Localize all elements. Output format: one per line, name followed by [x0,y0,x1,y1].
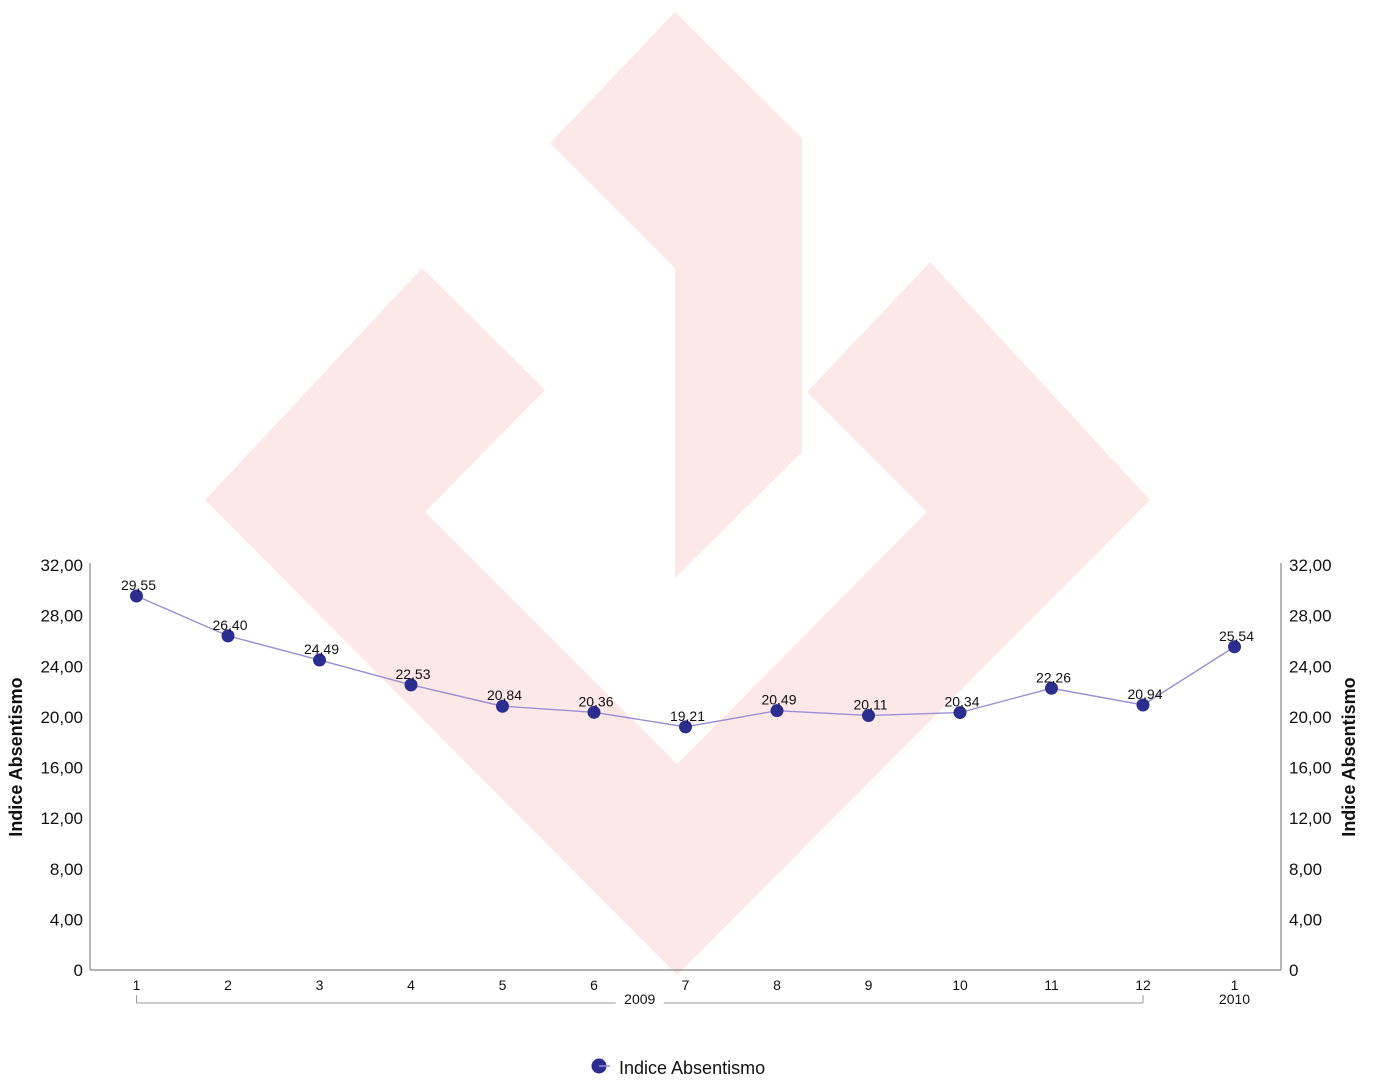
data-label: 20,11 [854,696,888,712]
data-label: 20,84 [487,687,522,703]
data-point [953,706,967,720]
x-tick-label: 8 [773,977,781,993]
x-tick-label: 12 [1135,977,1151,993]
left-y-tick-label: 28,00 [40,607,83,626]
data-label: 20,94 [1127,686,1162,702]
x-tick-label: 6 [590,977,598,993]
left-y-tick-label: 4,00 [50,910,83,929]
right-y-tick-label: 0 [1289,961,1298,980]
x-tick-label: 1 [1231,977,1239,993]
x-tick-label: 1 [133,977,141,993]
data-point [587,705,601,719]
left-y-tick-label: 0 [74,961,83,980]
left-y-tick-label: 24,00 [40,657,83,676]
x-tick-label: 9 [865,977,873,993]
x-tick-label: 4 [407,977,415,993]
x-tick-label: 11 [1044,977,1059,993]
left-y-tick-label: 16,00 [40,759,83,778]
data-point [770,704,784,718]
x-group-label: 2009 [624,991,655,1007]
right-y-tick-label: 16,00 [1289,759,1332,778]
right-y-axis-title: Indice Absentismo [1339,677,1359,836]
right-y-tick-label: 32,00 [1289,556,1332,575]
right-y-tick-labels: 0 4,00 8,00 12,00 16,00 20,00 24,00 28,00 32,00 [1289,556,1332,980]
left-y-tick-label: 12,00 [40,809,83,828]
data-point [1045,681,1058,695]
axes [89,563,1282,971]
left-y-tick-label: 20,00 [40,708,83,727]
data-label: 20,34 [944,694,979,710]
x-tick-label: 10 [952,977,968,993]
x-tick-label: 2 [224,977,232,993]
x-tick-label: 3 [316,977,324,993]
data-point [404,678,418,692]
left-y-tick-label: 32,00 [40,556,83,575]
data-point [679,720,692,734]
x-tick-labels: 1 2 3 4 5 6 7 8 9 10 11 12 1 [133,977,1239,993]
right-y-tick-label: 24,00 [1289,657,1332,676]
legend-label: Indice Absentismo [619,1058,765,1078]
right-y-tick-label: 8,00 [1289,860,1322,879]
legend: Indice Absentismo [591,1058,765,1078]
data-label: 22,26 [1036,669,1071,685]
x-group-label: 2010 [1219,991,1250,1007]
data-label: 20,49 [761,692,796,708]
data-point [313,653,326,667]
data-label: 24,49 [304,641,339,657]
data-point [496,699,509,713]
data-label: 29,55 [121,577,156,593]
right-y-tick-label: 4,00 [1289,910,1322,929]
right-y-tick-label: 12,00 [1289,809,1332,828]
x-group-brackets: 2009 2010 [136,991,1250,1007]
series-indice-absentismo: 29,55 26,40 24,49 22,53 20,84 20,36 19,21 20,49… [121,577,1254,734]
data-label: 22,53 [395,666,430,682]
data-label: 20,36 [578,693,613,709]
x-tick-label: 7 [682,977,690,993]
data-point [130,589,143,603]
data-point [1228,640,1241,654]
data-point [221,629,235,643]
right-y-tick-label: 20,00 [1289,708,1332,727]
data-label: 26,40 [212,617,247,633]
data-label: 25,54 [1219,628,1254,644]
left-y-tick-label: 8,00 [50,860,83,879]
left-y-axis-title: Indice Absentismo [6,677,26,836]
data-point [1136,698,1150,712]
data-point [862,708,875,722]
data-label: 19,21 [670,708,705,724]
watermark-logo-icon [205,12,1150,975]
right-y-tick-label: 28,00 [1289,607,1332,626]
left-y-tick-labels: 0 4,00 8,00 12,00 16,00 20,00 24,00 28,00 32,00 [40,556,83,980]
x-tick-label: 5 [499,977,507,993]
